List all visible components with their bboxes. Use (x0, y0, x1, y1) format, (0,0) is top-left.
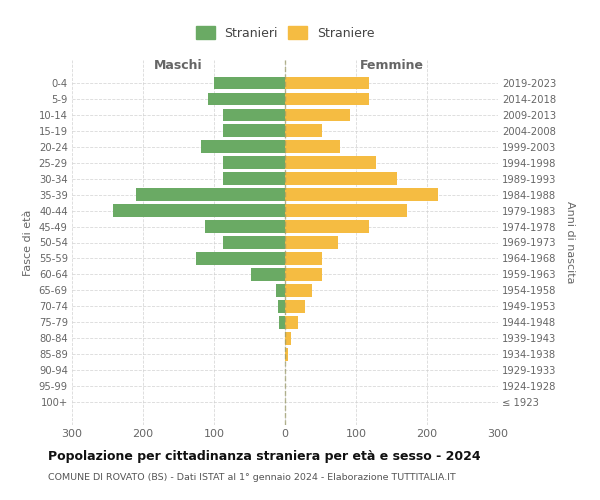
Bar (223, 172, 285, 185)
Bar (285, 76, 369, 89)
Bar (285, 140, 340, 153)
Text: Popolazione per cittadinanza straniera per età e sesso - 2024: Popolazione per cittadinanza straniera p… (48, 450, 481, 463)
Bar (278, 300, 285, 312)
Bar (285, 252, 322, 264)
Bar (285, 284, 312, 296)
Bar (285, 268, 322, 280)
Bar (201, 140, 285, 153)
Text: Femmine: Femmine (359, 58, 424, 71)
Bar (196, 252, 285, 264)
Bar (205, 220, 285, 233)
Bar (285, 172, 397, 185)
Bar (285, 108, 350, 121)
Legend: Stranieri, Straniere: Stranieri, Straniere (192, 22, 378, 44)
Bar (285, 300, 305, 312)
Bar (136, 188, 285, 201)
Bar (223, 108, 285, 121)
Bar (251, 268, 285, 280)
Bar (277, 284, 285, 296)
Bar (280, 316, 285, 328)
Bar (285, 156, 376, 169)
Bar (223, 236, 285, 248)
Bar (285, 124, 322, 137)
Bar (113, 204, 285, 217)
Bar (285, 92, 369, 105)
Text: Maschi: Maschi (154, 58, 203, 71)
Bar (214, 76, 285, 89)
Y-axis label: Fasce di età: Fasce di età (23, 210, 33, 276)
Bar (285, 204, 407, 217)
Bar (285, 188, 437, 201)
Bar (285, 316, 298, 328)
Bar (208, 92, 285, 105)
Bar (285, 220, 369, 233)
Y-axis label: Anni di nascita: Anni di nascita (565, 201, 575, 284)
Bar (285, 236, 338, 248)
Bar (285, 332, 290, 344)
Text: COMUNE DI ROVATO (BS) - Dati ISTAT al 1° gennaio 2024 - Elaborazione TUTTITALIA.: COMUNE DI ROVATO (BS) - Dati ISTAT al 1°… (48, 472, 456, 482)
Bar (223, 156, 285, 169)
Bar (223, 124, 285, 137)
Bar (285, 348, 288, 360)
